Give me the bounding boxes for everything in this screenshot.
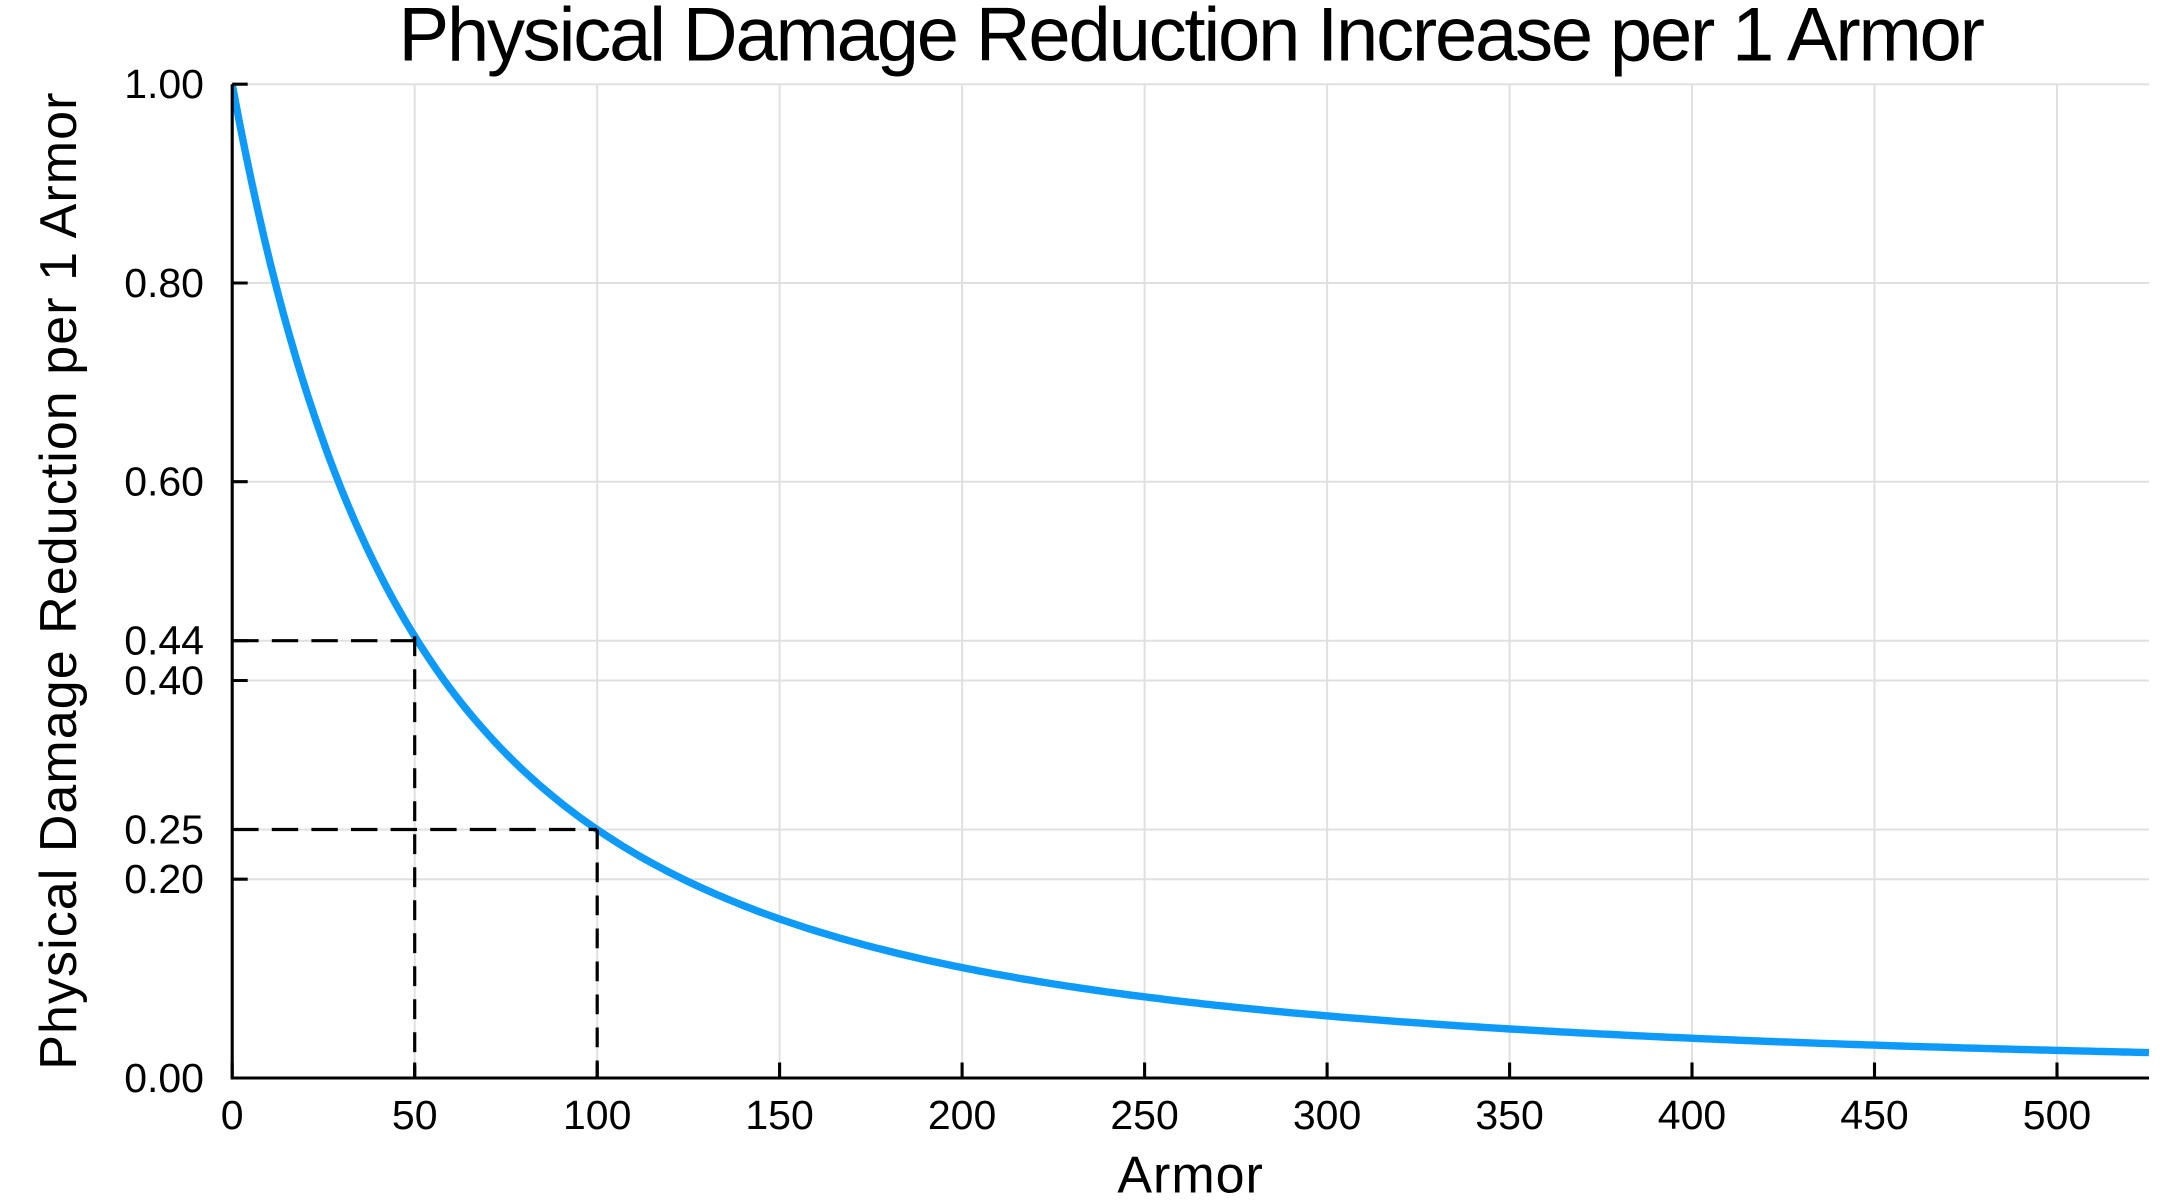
svg-text:450: 450 <box>1840 1092 1908 1138</box>
svg-text:1.00: 1.00 <box>124 61 204 107</box>
svg-text:300: 300 <box>1293 1092 1361 1138</box>
svg-text:Physical Damage Reduction Incr: Physical Damage Reduction Increase per 1… <box>398 0 1984 77</box>
svg-text:50: 50 <box>392 1092 438 1138</box>
svg-text:Armor: Armor <box>1117 1147 1264 1200</box>
svg-text:0.25: 0.25 <box>124 807 204 853</box>
svg-text:350: 350 <box>1475 1092 1543 1138</box>
svg-text:250: 250 <box>1110 1092 1178 1138</box>
svg-text:0: 0 <box>221 1092 244 1138</box>
svg-text:0.00: 0.00 <box>124 1055 204 1101</box>
svg-text:0.40: 0.40 <box>124 658 204 704</box>
svg-text:400: 400 <box>1658 1092 1726 1138</box>
svg-text:500: 500 <box>2023 1092 2091 1138</box>
svg-text:0.80: 0.80 <box>124 260 204 306</box>
svg-text:0.44: 0.44 <box>124 618 204 664</box>
svg-text:0.60: 0.60 <box>124 459 204 505</box>
svg-text:Physical Damage Reduction per: Physical Damage Reduction per 1 Armor <box>30 92 88 1070</box>
svg-text:0.20: 0.20 <box>124 856 204 902</box>
svg-text:150: 150 <box>745 1092 813 1138</box>
svg-text:200: 200 <box>928 1092 996 1138</box>
svg-text:100: 100 <box>563 1092 631 1138</box>
